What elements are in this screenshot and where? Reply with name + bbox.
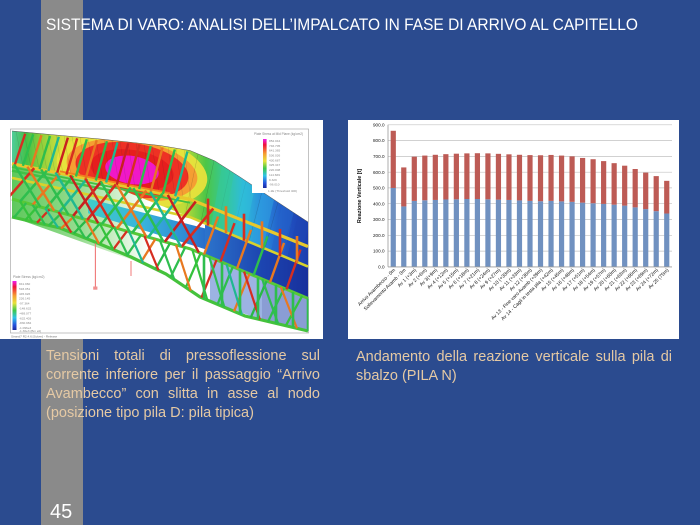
svg-text:-830.984: -830.984: [19, 321, 31, 325]
svg-text:593.051: 593.051: [19, 287, 30, 291]
svg-text:-148.632: -148.632: [19, 307, 31, 311]
svg-text:220.008: 220.008: [269, 168, 280, 172]
svg-text:430.687: 430.687: [269, 158, 280, 162]
svg-text:841.960: 841.960: [19, 282, 30, 286]
svg-text:-632.403: -632.403: [19, 316, 31, 320]
svg-text:-469.077: -469.077: [19, 311, 31, 315]
svg-text:400.0: 400.0: [373, 201, 385, 206]
svg-text:300.0: 300.0: [373, 217, 385, 222]
svg-text:800.0: 800.0: [373, 138, 385, 143]
svg-text:Plate Stress at Mid Plane (kg/: Plate Stress at Mid Plane (kg/cm2): [254, 132, 303, 136]
svg-text:852.044: 852.044: [269, 139, 280, 143]
svg-text:1.2E (Threshold 400): 1.2E (Threshold 400): [268, 189, 297, 193]
svg-text:536.026: 536.026: [269, 154, 280, 158]
svg-text:900.0: 900.0: [373, 122, 385, 127]
svg-text:600.0: 600.0: [373, 170, 385, 175]
svg-text:100.0: 100.0: [373, 249, 385, 254]
svg-text:-97.364: -97.364: [19, 302, 30, 306]
svg-text:746.705: 746.705: [269, 144, 280, 148]
svg-text:700.0: 700.0: [373, 154, 385, 159]
svg-text:Reazione Verticale [t]: Reazione Verticale [t]: [357, 169, 363, 223]
svg-text:-96.010: -96.010: [269, 183, 280, 187]
svg-text:-1.30e3 (Bm elt): -1.30e3 (Bm elt): [19, 329, 41, 333]
svg-text:-1.096e3: -1.096e3: [19, 326, 31, 330]
svg-text:325.347: 325.347: [269, 163, 280, 167]
svg-text:641.365: 641.365: [269, 149, 280, 153]
svg-text:114.669: 114.669: [269, 173, 280, 177]
svg-text:226.145: 226.145: [19, 297, 30, 301]
svg-text:Strand7 R2.4.6 [Solver] - Rele: Strand7 R2.4.6 [Solver] - Release: [11, 335, 58, 339]
svg-text:445.926: 445.926: [19, 292, 30, 296]
svg-text:500.0: 500.0: [373, 186, 385, 191]
svg-text:200.0: 200.0: [373, 233, 385, 238]
svg-text:0.0: 0.0: [378, 265, 385, 270]
svg-text:9.329: 9.329: [269, 178, 277, 182]
svg-text:Plate Stress (kg/cm2): Plate Stress (kg/cm2): [13, 275, 45, 279]
